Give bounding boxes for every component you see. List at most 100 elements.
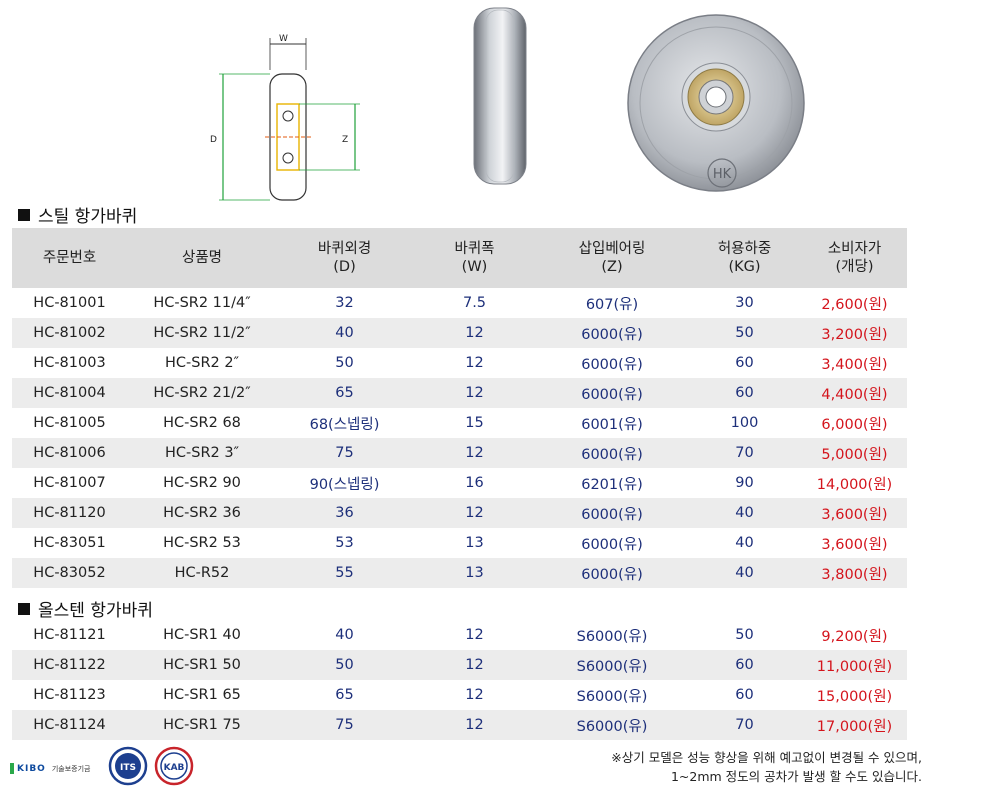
section-title-text: 올스텐 항가바퀴 [38, 601, 153, 621]
hk-logo: HK [713, 167, 732, 182]
outer-diameter-cell: 55 [335, 565, 354, 581]
product-name-cell: HC-SR1 50 [163, 657, 241, 673]
z-label: Z [342, 135, 348, 145]
width-cell: 13 [465, 535, 484, 551]
table-row: HC-81001 HC-SR2 11/4″ 32 7.5 607(유) 30 2,600(원… [12, 288, 907, 318]
price-cell: 11,000(원) [816, 658, 893, 675]
bearing-cell: 6000(유) [581, 386, 643, 403]
width-cell: 16 [465, 475, 484, 491]
column-header-label: 바퀴외경 [317, 241, 372, 257]
product-figures: W D Z [0, 0, 1000, 201]
its-badge-text: ITS [120, 763, 136, 773]
column-header-unit: (W) [461, 259, 488, 275]
column-header-unit: (Z) [601, 259, 623, 275]
width-cell: 7.5 [462, 295, 487, 311]
load-capacity-cell: 40 [735, 565, 754, 581]
outer-diameter-cell: 40 [335, 627, 354, 643]
width-cell: 12 [465, 355, 484, 371]
load-capacity-cell: 40 [735, 535, 754, 551]
order-number-cell: HC-81120 [33, 505, 106, 521]
kab-badge-icon: KAB [154, 746, 194, 786]
column-header: 바퀴폭 (W) [412, 228, 537, 288]
table-row: HC-81007 HC-SR2 90 90(스넵링) 16 6201(유) 90 14,00… [12, 468, 907, 498]
bearing-cell: 6201(유) [581, 476, 643, 493]
column-header: 상품명 [127, 228, 277, 288]
width-cell: 15 [465, 415, 484, 431]
bearing-cell: 6000(유) [581, 356, 643, 373]
price-cell: 3,800(원) [821, 566, 888, 583]
bearing-cell: 6000(유) [581, 446, 643, 463]
order-number-cell: HC-81007 [33, 475, 106, 491]
order-number-cell: HC-81001 [33, 295, 106, 311]
column-header-label: 주문번호 [42, 250, 97, 266]
price-cell: 5,000(원) [821, 446, 888, 463]
bearing-cell: S6000(유) [576, 628, 648, 645]
table-header-row: 주문번호 상품명 바퀴외경 (D) 바퀴폭 (W) 삽입베어링 (Z) 허용하중 (KG) 소비자가… [12, 228, 907, 288]
product-name-cell: HC-SR2 11/4″ [153, 295, 251, 311]
product-name-cell: HC-SR1 40 [163, 627, 241, 643]
column-header: 삽입베어링 (Z) [537, 228, 687, 288]
price-cell: 3,200(원) [821, 326, 888, 343]
column-header-unit: (KG) [728, 259, 761, 275]
load-capacity-cell: 30 [735, 295, 754, 311]
column-header: 소비자가 (개당) [802, 228, 907, 288]
bearing-cell: S6000(유) [576, 718, 648, 735]
order-number-cell: HC-81122 [33, 657, 106, 673]
load-capacity-cell: 40 [735, 505, 754, 521]
order-number-cell: HC-81006 [33, 445, 106, 461]
bearing-cell: 6000(유) [581, 326, 643, 343]
width-cell: 12 [465, 385, 484, 401]
bearing-cell: 607(유) [585, 296, 639, 313]
product-name-cell: HC-SR2 90 [163, 475, 241, 491]
width-cell: 12 [465, 657, 484, 673]
square-bullet-icon [18, 602, 30, 615]
product-name-cell: HC-SR2 21/2″ [153, 385, 251, 401]
load-capacity-cell: 60 [735, 385, 754, 401]
kibo-mark-icon [10, 763, 14, 774]
outer-diameter-cell: 75 [335, 717, 354, 733]
steel-wheel-table: 주문번호 상품명 바퀴외경 (D) 바퀴폭 (W) 삽입베어링 (Z) 허용하중 (KG) 소비자가… [12, 228, 907, 588]
kibo-logo-text: KIBO [17, 763, 46, 774]
table-row: HC-81002 HC-SR2 11/2″ 40 12 6000(유) 50 3,200(원… [12, 318, 907, 348]
outer-diameter-cell: 53 [335, 535, 354, 551]
its-badge-icon: ITS [108, 746, 148, 786]
product-name-cell: HC-SR2 2″ [164, 355, 239, 371]
dimension-diagram: W D Z [210, 34, 360, 201]
kab-badge-text: KAB [164, 763, 185, 773]
table-row: HC-81006 HC-SR2 3″ 75 12 6000(유) 70 5,000(원) [12, 438, 907, 468]
load-capacity-cell: 70 [735, 445, 754, 461]
order-number-cell: HC-81123 [33, 687, 106, 703]
load-capacity-cell: 60 [735, 355, 754, 371]
section-title-stainless: 올스텐 항가바퀴 [18, 596, 153, 621]
stainless-wheel-table: HC-81121 HC-SR1 40 40 12 S6000(유) 50 9,200(원) H… [12, 620, 907, 740]
bearing-cell: S6000(유) [576, 658, 648, 675]
width-cell: 12 [465, 687, 484, 703]
wheel-front-photo: HK [627, 14, 805, 192]
width-cell: 12 [465, 717, 484, 733]
order-number-cell: HC-83052 [33, 565, 106, 581]
bearing-cell: 6001(유) [581, 416, 643, 433]
column-header-label: 상품명 [181, 250, 223, 266]
table-row: HC-81121 HC-SR1 40 40 12 S6000(유) 50 9,200(원) [12, 620, 907, 650]
product-name-cell: HC-SR1 75 [163, 717, 241, 733]
section-title-steel: 스틸 항가바퀴 [18, 202, 137, 227]
price-cell: 6,000(원) [821, 416, 888, 433]
table-row: HC-81005 HC-SR2 68 68(스넵링) 15 6001(유) 100 6,00… [12, 408, 907, 438]
outer-diameter-cell: 65 [335, 385, 354, 401]
product-name-cell: HC-SR2 11/2″ [153, 325, 251, 341]
price-cell: 9,200(원) [821, 628, 888, 645]
order-number-cell: HC-81002 [33, 325, 106, 341]
load-capacity-cell: 100 [730, 415, 759, 431]
table-row: HC-83051 HC-SR2 53 53 13 6000(유) 40 3,600(원) [12, 528, 907, 558]
column-header-label: 허용하중 [717, 241, 772, 257]
order-number-cell: HC-81121 [33, 627, 106, 643]
width-cell: 13 [465, 565, 484, 581]
column-header-unit: (D) [333, 259, 356, 275]
square-bullet-icon [18, 208, 30, 221]
order-number-cell: HC-81004 [33, 385, 106, 401]
price-cell: 17,000(원) [816, 718, 893, 735]
column-header-unit: (개당) [835, 259, 874, 275]
price-cell: 2,600(원) [821, 296, 888, 313]
price-cell: 14,000(원) [816, 476, 893, 493]
outer-diameter-cell: 65 [335, 687, 354, 703]
